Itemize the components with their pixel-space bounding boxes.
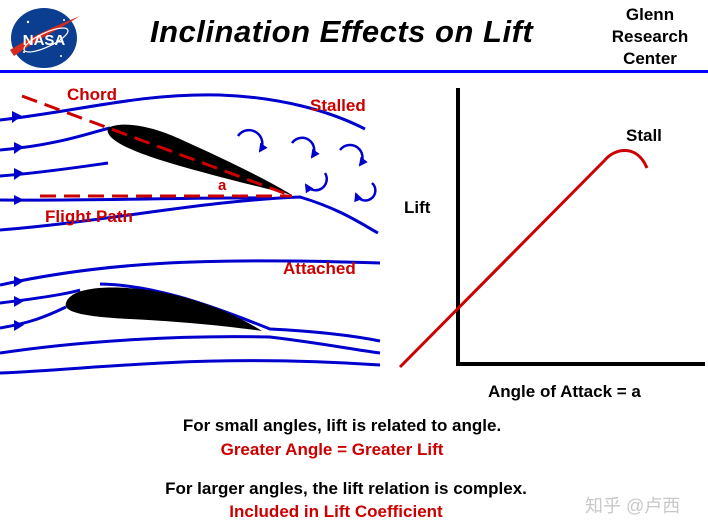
streamline [0,161,109,178]
streamline [99,282,381,343]
airfoil-flow-diagrams [0,93,381,375]
attached-airfoil [65,287,262,331]
research-center-name: Glenn Research Center [600,4,700,70]
caption-greater-lift: Greater Angle = Greater Lift [220,440,444,459]
nasa-logo: NASA [6,4,82,70]
arrowhead [14,168,24,180]
arrowhead [14,296,24,307]
streamline [0,196,271,202]
vortex-curl-icon [290,136,320,159]
arrowhead [12,111,22,123]
arrowhead [14,276,24,287]
watermark: 知乎 @卢西 [585,496,681,516]
flight-path-label: Flight Path [45,207,133,226]
streamline [0,335,381,355]
page-title: Inclination Effects on Lift [150,14,534,49]
lift-axis-label: Lift [404,198,431,217]
angle-label: a [218,177,227,194]
streamline [0,195,379,235]
attached-streamlines [0,259,381,375]
caption-lift-coefficient: Included in Lift Coefficient [229,502,443,521]
lift-line [398,158,607,369]
streamline [0,305,67,330]
vortex-curl-icon [339,143,368,167]
header-divider [0,70,708,73]
lift-graph [398,88,705,369]
svg-text:NASA: NASA [23,32,66,49]
arrowhead [14,320,24,331]
arrowhead [14,142,24,154]
chord-label: Chord [67,85,118,104]
angle-of-attack-axis-label: Angle of Attack = a [488,382,641,401]
attached-label: Attached [283,259,356,278]
stalled-stream-arrows [12,111,24,205]
caption-larger-angles: For larger angles, the lift relation is … [165,479,527,498]
streamline [0,259,381,287]
caption-small-angles: For small angles, lift is related to ang… [182,416,502,435]
vortex-curl-icon [236,128,268,153]
stall-label: Stall [626,126,662,145]
stall-curve [603,149,649,169]
arrowhead [14,195,24,205]
streamline [0,359,381,375]
center-name-line-2: Research [611,27,689,46]
streamline [0,93,366,131]
vortex-swirls [236,128,377,203]
vortex-curl-icon [304,172,328,194]
center-name-line-3: Center [623,49,677,68]
center-name-line-1: Glenn [625,5,675,24]
stalled-label: Stalled [310,96,366,115]
stalled-airfoil [107,124,292,195]
attached-stream-arrows [14,276,24,331]
vortex-curl-icon [354,182,377,203]
